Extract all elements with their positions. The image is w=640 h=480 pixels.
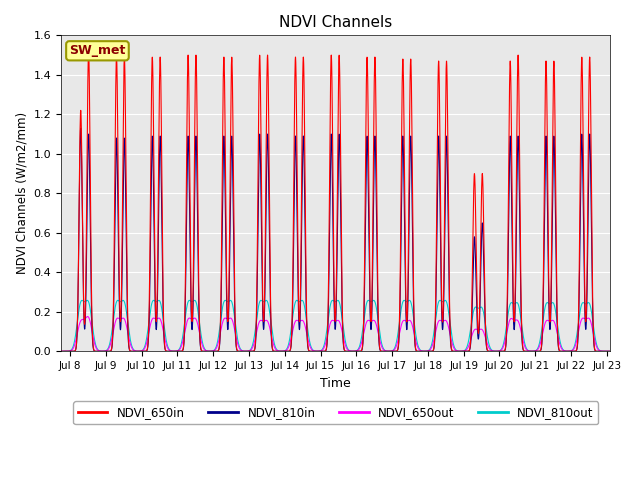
Text: SW_met: SW_met xyxy=(69,44,125,57)
Legend: NDVI_650in, NDVI_810in, NDVI_650out, NDVI_810out: NDVI_650in, NDVI_810in, NDVI_650out, NDV… xyxy=(73,401,598,424)
Title: NDVI Channels: NDVI Channels xyxy=(279,15,392,30)
Y-axis label: NDVI Channels (W/m2/mm): NDVI Channels (W/m2/mm) xyxy=(15,112,28,275)
X-axis label: Time: Time xyxy=(321,377,351,390)
